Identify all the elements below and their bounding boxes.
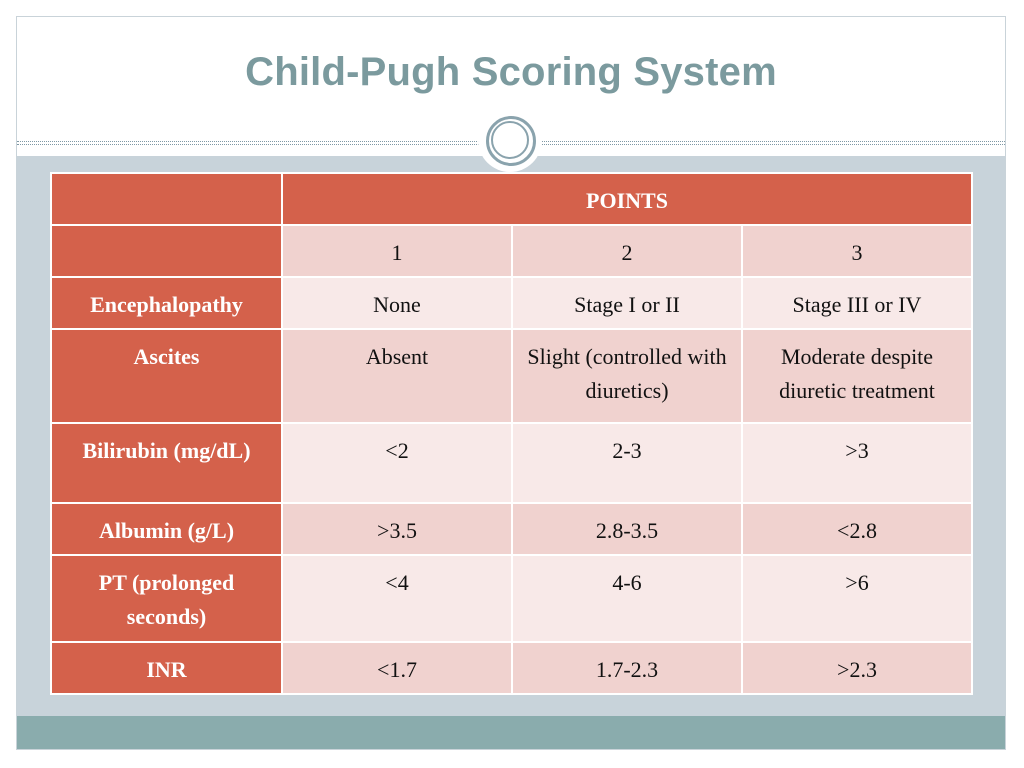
point-column-3: 3 (740, 224, 974, 279)
table-cell: 2-3 (511, 422, 743, 505)
slide-title: Child-Pugh Scoring System (245, 50, 777, 94)
table-row-albumin: Albumin (g/L) >3.5 2.8-3.5 <2.8 (50, 502, 974, 557)
table-cell: <4 (281, 554, 513, 643)
child-pugh-table: POINTS 1 2 3 Encephalopathy None Stage I… (50, 171, 974, 695)
points-group-header: POINTS (280, 171, 974, 227)
table-cell: 4-6 (511, 554, 743, 643)
table-cell: >2.3 (740, 640, 974, 695)
table-cell: <1.7 (281, 640, 513, 695)
table-row-encephalopathy: Encephalopathy None Stage I or II Stage … (50, 276, 974, 331)
table-cell: None (281, 276, 513, 331)
point-column-1: 1 (281, 224, 513, 279)
scoring-table-container: POINTS 1 2 3 Encephalopathy None Stage I… (50, 171, 974, 695)
table-cell: >3 (740, 422, 974, 505)
table-cell: >6 (740, 554, 974, 643)
table-cell: 2.8-3.5 (511, 502, 743, 557)
table-row-ascites: Ascites Absent Slight (controlled with d… (50, 328, 974, 425)
table-row-inr: INR <1.7 1.7-2.3 >2.3 (50, 640, 974, 695)
table-cell: Moderate despite diuretic treatment (740, 328, 974, 425)
row-label-ascites: Ascites (50, 328, 283, 425)
table-cell: Stage III or IV (740, 276, 974, 331)
row-label-inr: INR (50, 640, 283, 695)
footer-band (17, 716, 1005, 749)
header-blank-cell (50, 171, 283, 227)
table-cell: 1.7-2.3 (511, 640, 743, 695)
point-values-row: 1 2 3 (50, 224, 974, 279)
table-cell: Absent (281, 328, 513, 425)
row-label-pt: PT (prolonged seconds) (50, 554, 283, 643)
points-header-row: POINTS (50, 171, 974, 227)
table-cell: Slight (controlled with diuretics) (511, 328, 743, 425)
table-cell: >3.5 (281, 502, 513, 557)
row-label-encephalopathy: Encephalopathy (50, 276, 283, 331)
row-label-bilirubin: Bilirubin (mg/dL) (50, 422, 283, 505)
points-blank-cell (50, 224, 283, 279)
table-cell: Stage I or II (511, 276, 743, 331)
table-cell: <2.8 (740, 502, 974, 557)
point-column-2: 2 (511, 224, 743, 279)
table-row-pt: PT (prolonged seconds) <4 4-6 >6 (50, 554, 974, 643)
table-row-bilirubin: Bilirubin (mg/dL) <2 2-3 >3 (50, 422, 974, 505)
row-label-albumin: Albumin (g/L) (50, 502, 283, 557)
table-cell: <2 (281, 422, 513, 505)
divider-ornament-inner-ring (491, 121, 529, 159)
